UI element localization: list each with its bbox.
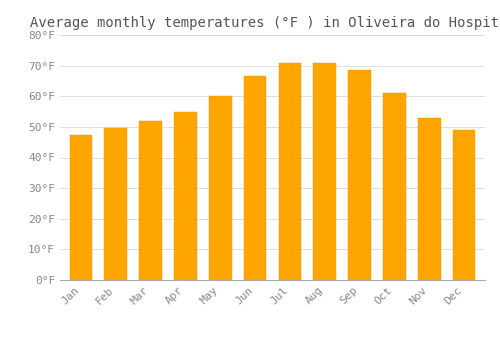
Bar [104, 128, 127, 280]
Title: Average monthly temperatures (°F ) in Oliveira do Hospital: Average monthly temperatures (°F ) in Ol… [30, 16, 500, 30]
Bar [453, 130, 475, 280]
Bar [174, 112, 197, 280]
Bar [314, 63, 336, 280]
Bar [140, 121, 162, 280]
Bar [383, 93, 406, 280]
Bar [209, 96, 232, 280]
Bar [70, 134, 92, 280]
Bar [418, 118, 440, 280]
Bar [278, 63, 301, 280]
Bar [244, 76, 266, 280]
Bar [348, 70, 371, 280]
